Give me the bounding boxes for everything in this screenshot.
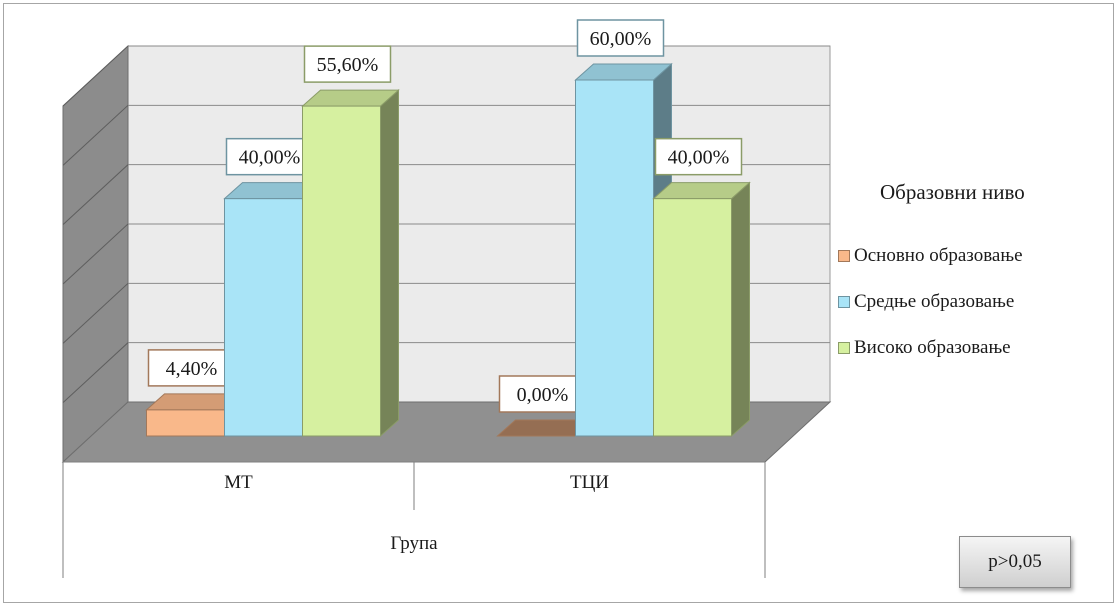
legend-item-higher: Високо образовање bbox=[838, 335, 1108, 361]
data-label: 40,00% bbox=[239, 147, 301, 169]
legend: Образовни ниво Основно образовање Средње… bbox=[838, 180, 1108, 381]
legend-item-basic: Основно образовање bbox=[838, 243, 1108, 269]
x-axis-title: Група bbox=[390, 533, 438, 554]
data-label-box bbox=[654, 137, 743, 176]
data-label: 55,60% bbox=[317, 54, 379, 76]
significance-note: p>0,05 bbox=[959, 536, 1071, 588]
legend-title: Образовни ниво bbox=[880, 180, 1025, 204]
legend-label-secondary: Средње образовање bbox=[854, 291, 1015, 312]
bar-side bbox=[380, 88, 399, 438]
data-label: 60,00% bbox=[590, 28, 652, 50]
gridline-side bbox=[62, 164, 129, 226]
bar bbox=[146, 409, 225, 437]
gridline-side bbox=[62, 282, 129, 344]
legend-swatch-higher bbox=[838, 342, 850, 354]
data-label-box bbox=[225, 137, 314, 176]
category-label: МТ bbox=[224, 472, 253, 493]
legend-swatch-basic bbox=[838, 250, 850, 262]
bar bbox=[224, 198, 303, 437]
category-label: ТЦИ bbox=[570, 472, 609, 493]
data-label-box bbox=[498, 375, 587, 413]
data-label: 4,40% bbox=[166, 358, 218, 380]
legend-item-secondary: Средње образовање bbox=[838, 289, 1108, 315]
data-label: 40,00% bbox=[668, 147, 730, 169]
legend-label-basic: Основно образовање bbox=[854, 245, 1023, 266]
legend-swatch-secondary bbox=[838, 296, 850, 308]
data-label-box bbox=[303, 45, 392, 83]
data-label-box bbox=[576, 19, 665, 57]
gridline-side bbox=[62, 342, 129, 404]
bar bbox=[302, 105, 381, 437]
bar-side bbox=[731, 181, 750, 438]
bar bbox=[653, 198, 732, 437]
bar bbox=[575, 79, 654, 437]
gridline-side bbox=[62, 223, 129, 285]
legend-label-higher: Високо образовање bbox=[854, 337, 1011, 358]
gridline-side bbox=[62, 104, 129, 166]
gridline-side bbox=[62, 45, 129, 107]
data-label: 0,00% bbox=[517, 384, 569, 406]
